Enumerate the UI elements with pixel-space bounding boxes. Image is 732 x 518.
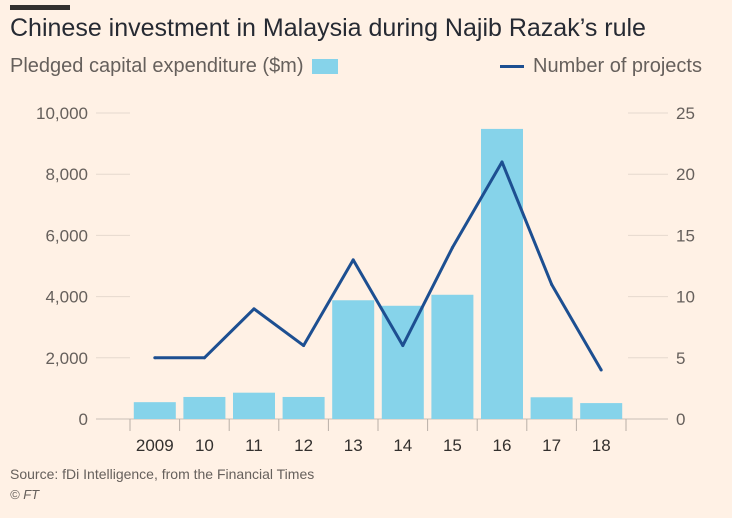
legend-bar-swatch xyxy=(311,59,338,74)
bar xyxy=(133,402,176,419)
y-right-tick-label: 25 xyxy=(676,104,695,123)
x-tick-label: 15 xyxy=(443,436,462,455)
y-left-tick-label: 2,000 xyxy=(45,349,88,368)
legend-line-label: Number of projects xyxy=(533,55,702,77)
y-right-tick-label: 10 xyxy=(676,288,695,307)
bar xyxy=(282,396,325,419)
projects-point xyxy=(500,160,504,164)
bar xyxy=(530,397,573,419)
bar xyxy=(431,294,474,419)
chart-title: Chinese investment in Malaysia during Na… xyxy=(10,14,646,42)
source-note: Source: fDi Intelligence, from the Finan… xyxy=(10,466,315,482)
legend-line-swatch xyxy=(500,65,524,68)
y-left-tick-label: 6,000 xyxy=(45,226,88,245)
projects-point xyxy=(599,368,603,372)
x-tick-label: 13 xyxy=(344,436,363,455)
bar xyxy=(183,396,226,419)
copyright: © FT xyxy=(10,487,40,502)
projects-point xyxy=(550,282,554,286)
y-right-tick-label: 0 xyxy=(676,410,685,429)
projects-point xyxy=(153,356,157,360)
y-right-tick-label: 20 xyxy=(676,165,695,184)
legend-bar-label: Pledged capital expenditure ($m) xyxy=(10,55,304,77)
x-tick-label: 10 xyxy=(195,436,214,455)
projects-point xyxy=(252,307,256,311)
projects-point xyxy=(202,356,206,360)
y-right-tick-label: 15 xyxy=(676,226,695,245)
bar xyxy=(381,305,424,419)
legend-line: Number of projects xyxy=(500,55,702,78)
y-left-tick-label: 8,000 xyxy=(45,165,88,184)
x-tick-label: 2009 xyxy=(136,436,174,455)
x-tick-label: 18 xyxy=(592,436,611,455)
projects-point xyxy=(401,344,405,348)
y-left-tick-label: 10,000 xyxy=(36,104,88,123)
x-tick-label: 14 xyxy=(393,436,412,455)
bar xyxy=(580,403,623,419)
projects-line xyxy=(154,160,603,371)
bar xyxy=(233,392,275,419)
projects-point xyxy=(351,258,355,262)
bar xyxy=(481,128,523,420)
projects-point xyxy=(450,246,454,250)
y-left-tick-label: 4,000 xyxy=(45,288,88,307)
x-tick-label: 16 xyxy=(493,436,512,455)
legend-bar: Pledged capital expenditure ($m) xyxy=(10,55,338,78)
title-accent-bar xyxy=(10,5,70,10)
y-left-tick-label: 0 xyxy=(79,410,88,429)
y-right-tick-label: 5 xyxy=(676,349,685,368)
x-tick-label: 11 xyxy=(245,436,263,455)
bar xyxy=(332,300,375,419)
x-tick-label: 12 xyxy=(294,436,313,455)
projects-point xyxy=(302,344,306,348)
x-tick-label: 17 xyxy=(542,436,561,455)
